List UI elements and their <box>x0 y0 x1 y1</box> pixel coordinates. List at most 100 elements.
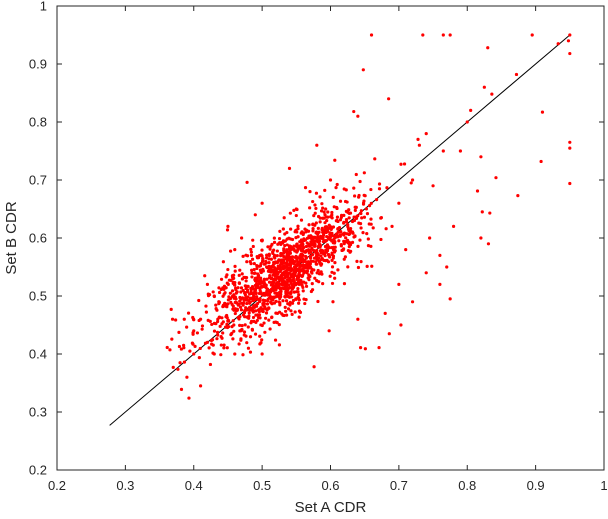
data-point <box>271 251 275 255</box>
data-point <box>322 210 326 214</box>
data-point <box>281 313 285 317</box>
data-point <box>230 294 234 299</box>
data-point <box>238 305 243 309</box>
data-point <box>177 330 181 335</box>
data-point <box>556 42 560 46</box>
data-point <box>307 260 311 264</box>
data-point <box>318 245 322 249</box>
data-point <box>255 295 259 299</box>
data-point <box>241 353 245 357</box>
data-point <box>238 329 242 333</box>
data-point <box>169 307 173 311</box>
data-point <box>230 289 235 293</box>
data-point <box>237 273 241 277</box>
data-point <box>343 239 348 244</box>
data-point <box>330 213 334 217</box>
data-point <box>329 227 333 231</box>
data-point <box>258 299 262 303</box>
data-point <box>366 244 371 248</box>
data-point <box>264 292 268 296</box>
data-point <box>317 230 321 234</box>
data-point <box>245 284 249 288</box>
data-point <box>314 254 319 258</box>
data-point <box>280 261 284 266</box>
data-point <box>257 310 261 314</box>
data-point <box>240 277 245 281</box>
data-point <box>186 311 191 315</box>
data-point <box>265 265 269 269</box>
data-point <box>289 291 293 295</box>
data-point <box>311 227 315 231</box>
data-point <box>233 283 237 287</box>
data-point <box>357 193 361 198</box>
x-tick-label: 0.7 <box>390 478 408 493</box>
data-point <box>387 97 391 101</box>
data-point <box>377 182 382 186</box>
data-point <box>294 236 298 240</box>
data-point <box>216 319 220 324</box>
data-point <box>357 221 361 225</box>
data-point <box>236 303 240 307</box>
data-point <box>170 337 174 341</box>
data-point <box>258 253 262 258</box>
data-point <box>255 281 259 286</box>
y-tick-label: 0.5 <box>29 289 47 304</box>
data-point <box>271 288 276 292</box>
data-point <box>260 201 264 205</box>
data-point <box>340 248 344 252</box>
data-point <box>277 343 282 347</box>
data-point <box>221 260 225 264</box>
data-point <box>346 224 350 229</box>
data-point <box>310 267 314 271</box>
data-point <box>320 202 324 206</box>
data-point <box>314 221 318 225</box>
data-point <box>191 342 195 346</box>
data-point <box>330 216 334 220</box>
data-point <box>338 234 342 238</box>
data-point <box>240 236 244 240</box>
data-point <box>249 262 253 266</box>
data-point <box>256 272 260 276</box>
data-point <box>297 315 301 319</box>
data-point <box>294 264 298 268</box>
data-point <box>242 330 247 334</box>
data-point <box>267 293 272 297</box>
data-point <box>274 260 278 264</box>
data-point <box>237 281 241 285</box>
data-point <box>283 239 287 243</box>
reference-line <box>109 34 571 426</box>
data-point <box>311 222 315 226</box>
data-point <box>345 200 349 204</box>
data-point <box>374 198 379 202</box>
data-point <box>247 301 252 305</box>
data-point <box>253 271 257 275</box>
data-point <box>313 244 317 248</box>
data-point <box>286 307 291 311</box>
data-point <box>348 211 353 215</box>
data-point <box>283 294 287 299</box>
data-point <box>250 268 254 272</box>
data-point <box>210 338 215 342</box>
data-point <box>326 215 330 219</box>
data-point <box>310 238 314 243</box>
data-point <box>342 233 346 237</box>
data-point <box>258 286 262 290</box>
data-point <box>379 216 383 220</box>
data-point <box>516 194 520 198</box>
data-point <box>285 243 289 247</box>
data-point <box>221 331 225 335</box>
data-point <box>266 297 270 301</box>
data-point <box>285 230 289 235</box>
data-point <box>330 265 335 269</box>
data-point <box>336 219 340 224</box>
data-point <box>245 254 250 258</box>
data-point <box>365 232 369 236</box>
data-point <box>249 286 253 291</box>
data-point <box>205 282 210 286</box>
data-point <box>458 149 463 153</box>
data-point <box>288 262 292 266</box>
data-point <box>297 298 301 302</box>
data-point <box>302 280 306 284</box>
data-point <box>278 286 282 290</box>
data-point <box>240 324 244 328</box>
